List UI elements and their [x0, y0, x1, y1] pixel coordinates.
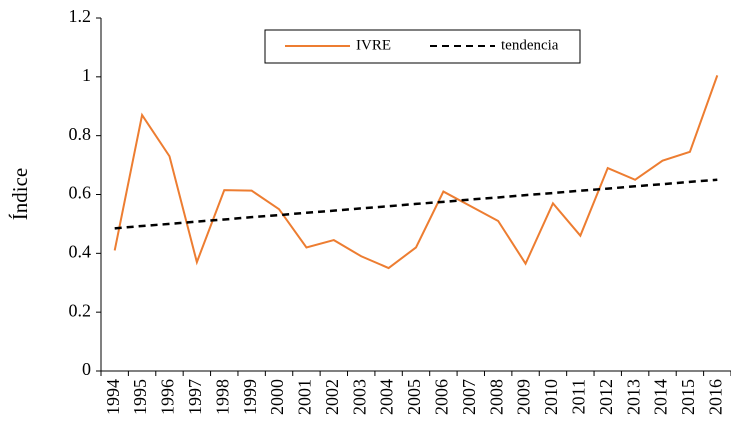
series-line: [114, 178, 718, 230]
y-axis-label: Índice: [8, 168, 32, 220]
legend-label: IVRE: [356, 37, 391, 53]
x-tick-label: 2008: [486, 379, 506, 415]
y-tick-label: 0.2: [69, 300, 92, 320]
x-tick-label: 2016: [705, 379, 725, 415]
series-line: [113, 75, 719, 270]
x-tick-label: 2012: [596, 379, 616, 415]
x-tick-label: 1999: [240, 379, 260, 415]
y-tick-label: 0.6: [69, 183, 92, 203]
y-tick-label: 0: [82, 359, 91, 379]
x-tick-label: 1998: [212, 379, 232, 415]
x-tick-label: 1997: [185, 379, 205, 415]
x-tick-label: 1994: [103, 379, 123, 415]
x-tick-label: 2000: [267, 379, 287, 415]
x-tick-label: 2001: [295, 379, 315, 415]
x-tick-label: 2005: [404, 379, 424, 415]
x-tick-label: 2014: [651, 379, 671, 415]
x-tick-label: 2013: [623, 379, 643, 415]
x-tick-label: 2011: [568, 379, 588, 414]
x-tick-label: 1996: [158, 379, 178, 415]
y-tick-label: 0.4: [69, 241, 92, 261]
x-tick-label: 2015: [678, 379, 698, 415]
x-tick-label: 2007: [459, 379, 479, 415]
x-tick-label: 2010: [541, 379, 561, 415]
y-tick-label: 0.8: [69, 124, 92, 144]
x-tick-label: 2003: [349, 379, 369, 415]
legend-label: tendencia: [501, 37, 559, 53]
x-tick-label: 2009: [514, 379, 534, 415]
x-tick-label: 2006: [432, 379, 452, 415]
x-tick-label: 2004: [377, 379, 397, 415]
y-tick-label: 1.2: [69, 6, 92, 26]
y-tick-label: 1: [82, 65, 91, 85]
x-tick-label: 1995: [130, 379, 150, 415]
x-tick-label: 2002: [322, 379, 342, 415]
